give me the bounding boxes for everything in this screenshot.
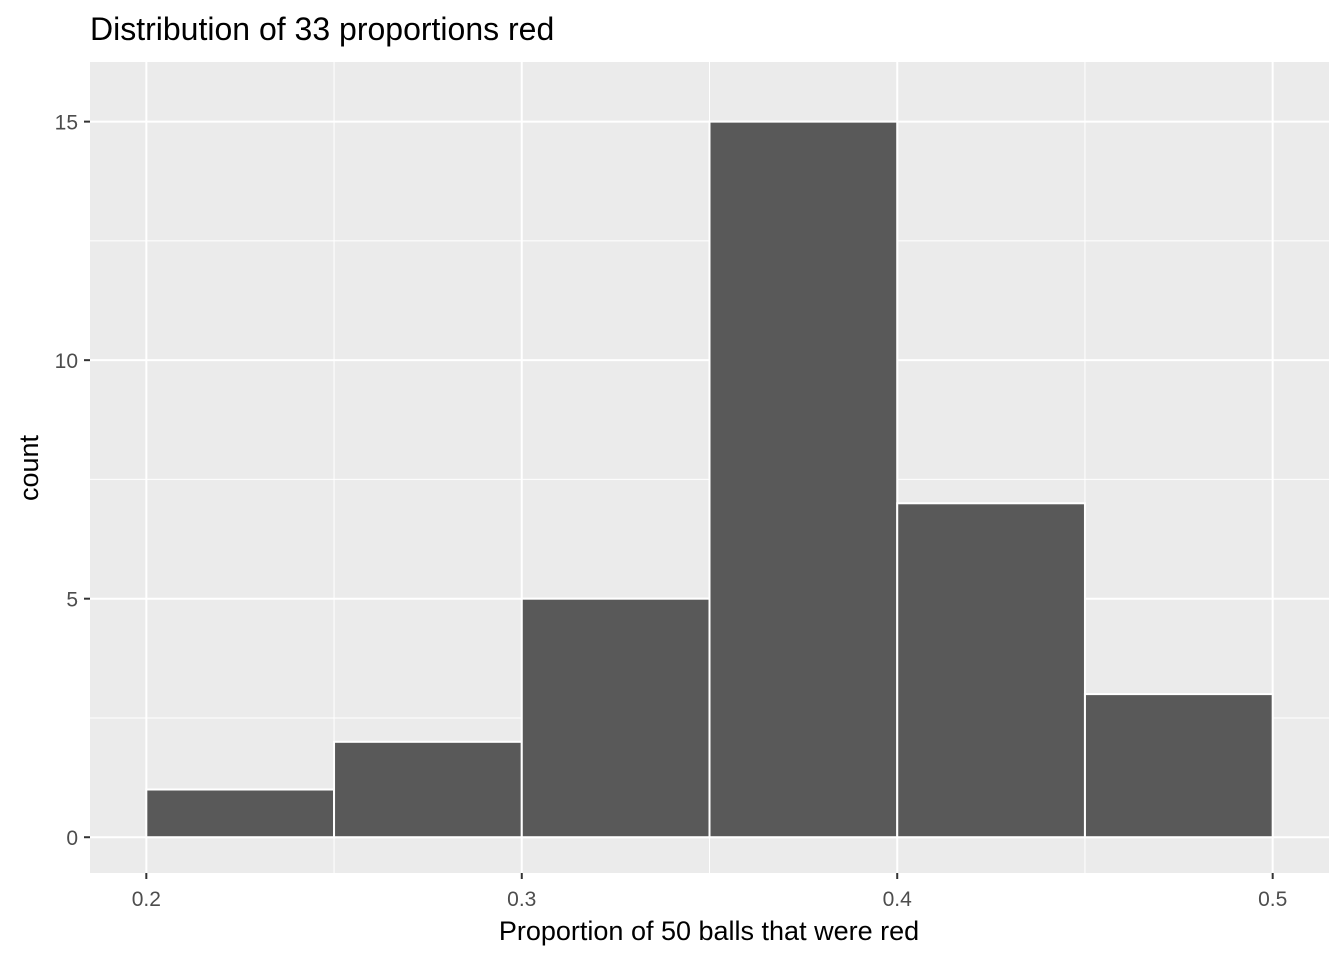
y-tick-label: 0 — [66, 827, 78, 850]
x-tick-label: 0.5 — [1258, 888, 1287, 911]
histogram-bar — [520, 597, 711, 839]
y-tick-label: 15 — [55, 112, 78, 135]
chart-title: Distribution of 33 proportions red — [90, 11, 554, 47]
y-axis-title: count — [14, 434, 44, 501]
histogram-bars — [145, 120, 1274, 839]
x-tick-label: 0.2 — [132, 888, 161, 911]
x-tick-label: 0.4 — [883, 888, 913, 911]
histogram-bar — [333, 740, 523, 839]
y-tick-label: 5 — [66, 589, 78, 612]
histogram-bar — [896, 502, 1086, 839]
histogram-bar — [1083, 693, 1274, 839]
y-axis-ticks: 0 5 10 15 — [55, 112, 90, 850]
histogram-bar — [145, 788, 336, 839]
x-tick-label: 0.3 — [507, 888, 536, 911]
x-axis-ticks: 0.2 0.3 0.4 0.5 — [132, 873, 1287, 911]
histogram-bar — [708, 120, 899, 839]
x-axis-title: Proportion of 50 balls that were red — [499, 916, 919, 946]
y-tick-label: 10 — [55, 350, 78, 373]
